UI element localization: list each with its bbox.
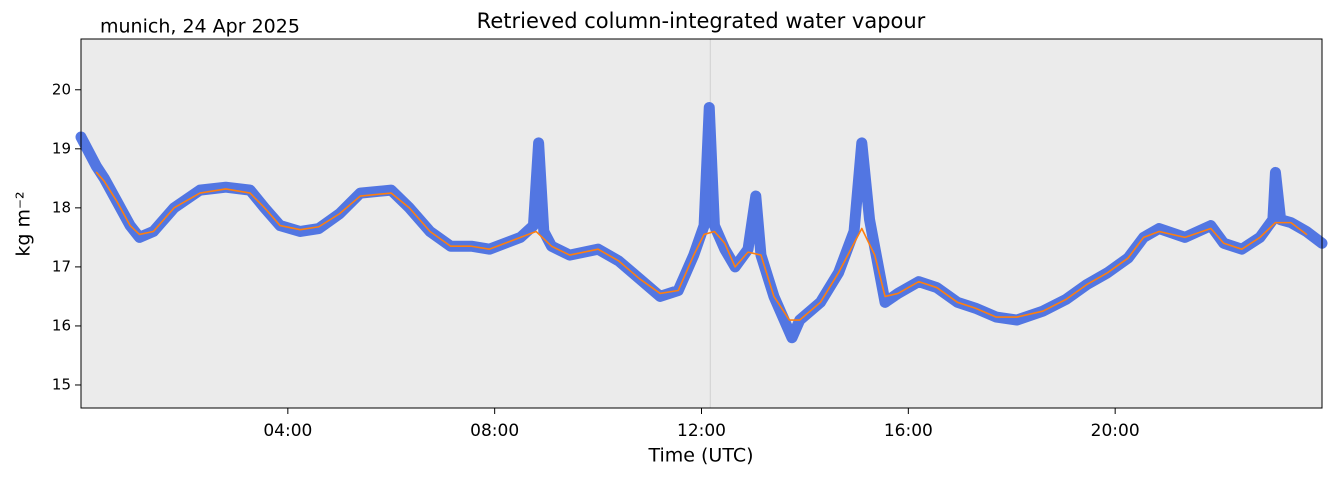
smoothed-line: [95, 171, 1308, 321]
y-tick-label: 17: [52, 257, 71, 275]
y-tick-label: 19: [52, 139, 71, 157]
x-tick-label: 16:00: [884, 421, 933, 441]
x-tick-label: 12:00: [677, 421, 726, 441]
y-tick-label: 20: [52, 80, 71, 98]
x-tick-label: 20:00: [1091, 421, 1140, 441]
chart-title: Retrieved column-integrated water vapour: [477, 9, 926, 33]
y-tick-label: 18: [52, 198, 71, 216]
y-tick-label: 15: [52, 375, 71, 393]
y-axis-label: kg m⁻²: [13, 191, 35, 256]
x-axis-label: Time (UTC): [647, 445, 753, 467]
y-tick-label: 16: [52, 316, 71, 334]
x-tick-label: 08:00: [470, 421, 519, 441]
x-tick-label: 04:00: [263, 421, 312, 441]
chart-subtitle: munich, 24 Apr 2025: [100, 16, 300, 38]
